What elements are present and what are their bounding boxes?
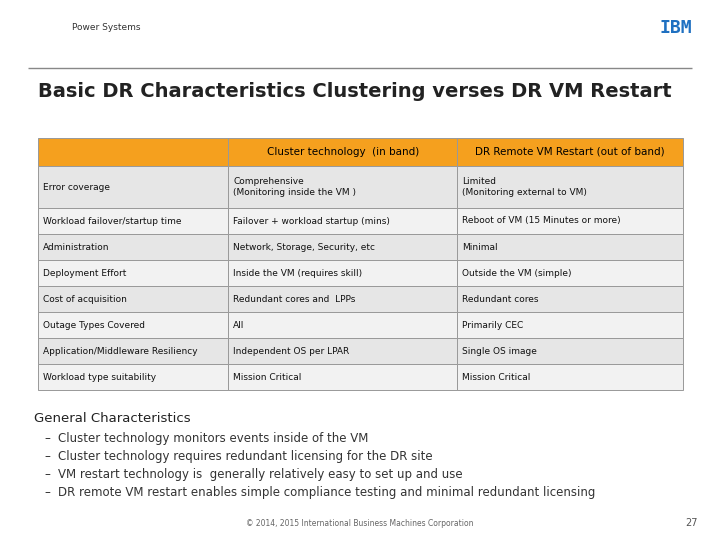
Text: DR remote VM restart enables simple compliance testing and minimal redundant lic: DR remote VM restart enables simple comp… xyxy=(58,486,595,499)
Bar xyxy=(38,138,228,166)
Bar xyxy=(228,364,457,390)
Bar xyxy=(228,260,457,286)
Text: Independent OS per LPAR: Independent OS per LPAR xyxy=(233,347,349,355)
Bar xyxy=(38,312,228,338)
Text: Outage Types Covered: Outage Types Covered xyxy=(43,321,145,329)
Bar xyxy=(38,364,228,390)
Bar xyxy=(457,234,683,260)
Bar xyxy=(228,286,457,312)
Text: Redundant cores and  LPPs: Redundant cores and LPPs xyxy=(233,294,356,303)
Bar xyxy=(228,208,457,234)
Bar xyxy=(228,312,457,338)
Text: Redundant cores: Redundant cores xyxy=(462,294,539,303)
Text: –: – xyxy=(44,486,50,499)
Text: Inside the VM (requires skill): Inside the VM (requires skill) xyxy=(233,268,362,278)
Text: DR Remote VM Restart (out of band): DR Remote VM Restart (out of band) xyxy=(475,147,665,157)
Text: –: – xyxy=(44,468,50,481)
Bar xyxy=(38,166,228,208)
Text: Outside the VM (simple): Outside the VM (simple) xyxy=(462,268,572,278)
Bar xyxy=(228,138,457,166)
Bar xyxy=(457,166,683,208)
Text: Primarily CEC: Primarily CEC xyxy=(462,321,523,329)
Text: Failover + workload startup (mins): Failover + workload startup (mins) xyxy=(233,217,390,226)
Text: General Characteristics: General Characteristics xyxy=(34,412,191,425)
Bar xyxy=(228,166,457,208)
Text: Basic DR Characteristics Clustering verses DR VM Restart: Basic DR Characteristics Clustering vers… xyxy=(38,82,672,101)
Bar xyxy=(457,208,683,234)
Bar xyxy=(38,286,228,312)
Text: Cluster technology  (in band): Cluster technology (in band) xyxy=(266,147,419,157)
Text: Error coverage: Error coverage xyxy=(43,183,110,192)
Bar xyxy=(38,208,228,234)
Text: –: – xyxy=(44,450,50,463)
Text: Cluster technology monitors events inside of the VM: Cluster technology monitors events insid… xyxy=(58,432,369,445)
Bar xyxy=(457,312,683,338)
Text: Administration: Administration xyxy=(43,242,109,252)
Text: Single OS image: Single OS image xyxy=(462,347,537,355)
Bar xyxy=(457,338,683,364)
Text: Cluster technology requires redundant licensing for the DR site: Cluster technology requires redundant li… xyxy=(58,450,433,463)
Text: Network, Storage, Security, etc: Network, Storage, Security, etc xyxy=(233,242,375,252)
Text: Reboot of VM (15 Minutes or more): Reboot of VM (15 Minutes or more) xyxy=(462,217,621,226)
Bar xyxy=(228,338,457,364)
Text: Power Systems: Power Systems xyxy=(72,24,140,32)
Text: 27: 27 xyxy=(685,518,698,528)
Text: © 2014, 2015 International Business Machines Corporation: © 2014, 2015 International Business Mach… xyxy=(246,519,474,528)
Text: Limited
(Monitoring external to VM): Limited (Monitoring external to VM) xyxy=(462,177,587,197)
Text: Mission Critical: Mission Critical xyxy=(233,373,302,381)
Bar xyxy=(38,260,228,286)
Bar xyxy=(228,234,457,260)
Text: Comprehensive
(Monitoring inside the VM ): Comprehensive (Monitoring inside the VM … xyxy=(233,177,356,197)
Bar xyxy=(457,138,683,166)
Bar xyxy=(457,364,683,390)
Text: –: – xyxy=(44,432,50,445)
Text: Workload failover/startup time: Workload failover/startup time xyxy=(43,217,181,226)
Text: IBM: IBM xyxy=(660,19,692,37)
Bar xyxy=(38,234,228,260)
Bar xyxy=(457,260,683,286)
Text: Cost of acquisition: Cost of acquisition xyxy=(43,294,127,303)
Bar xyxy=(38,338,228,364)
Text: Minimal: Minimal xyxy=(462,242,498,252)
Text: Deployment Effort: Deployment Effort xyxy=(43,268,127,278)
Text: Workload type suitability: Workload type suitability xyxy=(43,373,156,381)
Bar xyxy=(457,286,683,312)
Text: Application/Middleware Resiliency: Application/Middleware Resiliency xyxy=(43,347,197,355)
Text: VM restart technology is  generally relatively easy to set up and use: VM restart technology is generally relat… xyxy=(58,468,463,481)
Text: All: All xyxy=(233,321,245,329)
Text: Mission Critical: Mission Critical xyxy=(462,373,531,381)
